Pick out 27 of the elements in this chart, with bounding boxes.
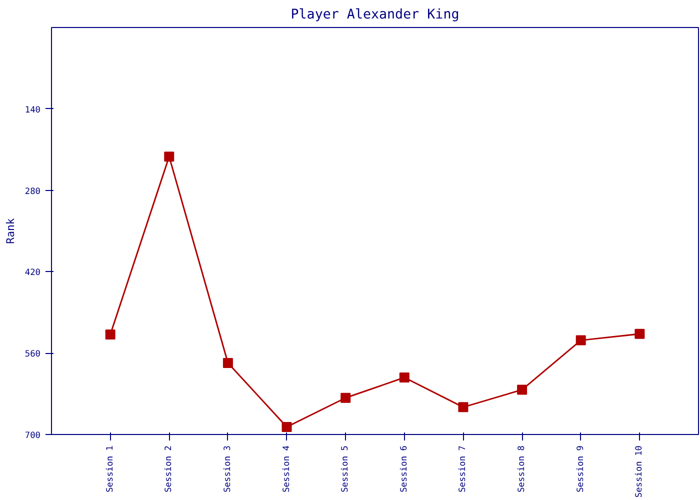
point — [105, 329, 116, 340]
y-tick-label: 420 — [24, 268, 41, 278]
x-tick-label: Session 3 — [222, 445, 233, 492]
point — [399, 372, 410, 383]
x-tick-label: Session 2 — [164, 445, 174, 492]
y-tick-label: 560 — [24, 350, 41, 360]
point — [282, 422, 292, 432]
x-tick-label: Session 9 — [576, 445, 586, 492]
x-tick-label: Session 6 — [399, 445, 410, 492]
point — [517, 384, 528, 395]
x-tick-label: Session 1 — [105, 445, 116, 492]
x-tick-label: Session 8 — [517, 445, 528, 492]
y-axis-title: Rank — [4, 218, 17, 244]
point — [222, 358, 233, 368]
point — [634, 328, 645, 339]
y-tick-label: 140 — [24, 105, 41, 116]
x-tick-label: Session 7 — [458, 445, 468, 492]
chart-title: Player Alexander King — [290, 8, 460, 22]
y-tick-label: 700 — [24, 431, 41, 441]
x-tick-label: Session 10 — [634, 445, 645, 498]
point — [576, 335, 586, 346]
y-tick-label: 280 — [24, 186, 41, 197]
point — [340, 392, 351, 403]
x-tick-label: Session 4 — [282, 445, 292, 492]
point — [164, 152, 174, 162]
point — [458, 402, 468, 412]
x-tick-label: Session 5 — [340, 445, 351, 492]
